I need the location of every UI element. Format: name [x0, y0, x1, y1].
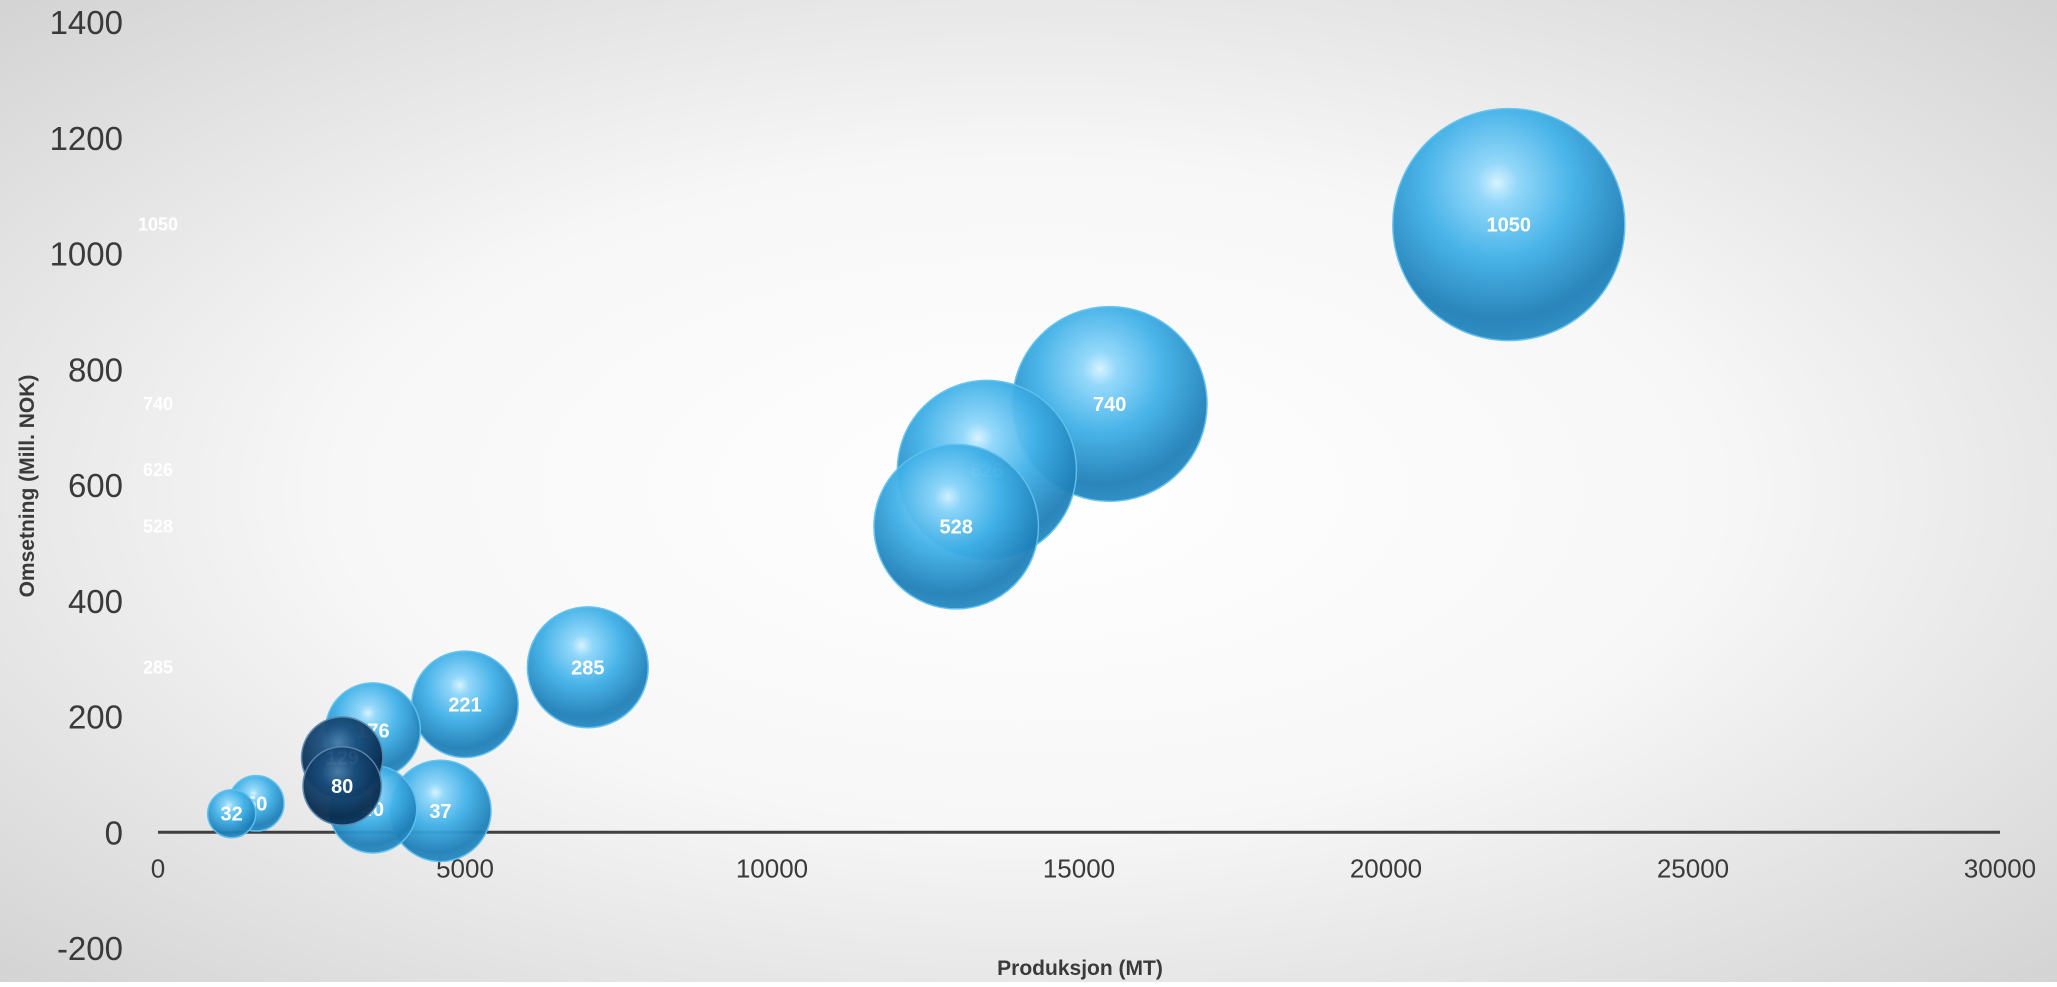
x-tick-label: 30000	[1964, 853, 2036, 883]
bubble-label: 37	[429, 801, 451, 823]
axis-value-label: 740	[143, 394, 173, 414]
bubble-label: 740	[1093, 394, 1126, 416]
axis-value-labels: 1050 740 626 528 285	[138, 215, 178, 678]
y-tick-label: 1400	[50, 4, 123, 41]
bubble: 32	[206, 788, 257, 839]
axis-value-label: 528	[143, 517, 173, 537]
axis-value-label: 1050	[138, 215, 178, 235]
bubble-label: 80	[331, 776, 353, 798]
y-tick-label: 800	[68, 351, 123, 388]
bubble: 80	[302, 745, 383, 826]
x-tick-label: 15000	[1043, 853, 1115, 883]
bubble: 528	[873, 443, 1040, 610]
bubble: 285	[526, 606, 649, 729]
y-tick-label: 1000	[50, 236, 123, 273]
y-tick-label: 1200	[50, 120, 123, 157]
y-axis-ticks: 1400 1200 1000 800 600 400 200 0 -200	[50, 4, 123, 967]
bubble-label: 1050	[1487, 215, 1532, 237]
bubble-mark	[206, 788, 257, 839]
bubble: 1050	[1392, 107, 1626, 342]
bubble-mark	[302, 745, 383, 826]
bubbles: 10507406265282852213717640129805032	[206, 107, 1626, 863]
x-tick-label: 20000	[1350, 853, 1422, 883]
bubble-mark	[526, 606, 649, 729]
axis-value-label: 626	[143, 460, 173, 480]
y-tick-label: 600	[68, 467, 123, 504]
x-axis-title: Produksjon (MT)	[997, 957, 1163, 980]
y-tick-label: 400	[68, 583, 123, 620]
y-tick-label: -200	[57, 930, 123, 967]
bubble-label: 285	[571, 657, 604, 679]
bubble: 221	[411, 650, 519, 759]
bubble-label: 221	[448, 694, 481, 716]
y-tick-label: 200	[68, 699, 123, 736]
bubble-mark	[873, 443, 1040, 610]
y-tick-label: 0	[105, 814, 123, 851]
bubble-label: 32	[221, 804, 243, 826]
x-tick-label: 0	[151, 853, 165, 883]
axis-value-label: 285	[143, 657, 173, 677]
bubble-label: 528	[940, 517, 973, 539]
y-axis-title: Omsetning (Mill. NOK)	[16, 375, 39, 598]
bubble-mark	[1392, 107, 1626, 342]
x-tick-label: 25000	[1657, 853, 1729, 883]
x-tick-label: 10000	[736, 853, 808, 883]
